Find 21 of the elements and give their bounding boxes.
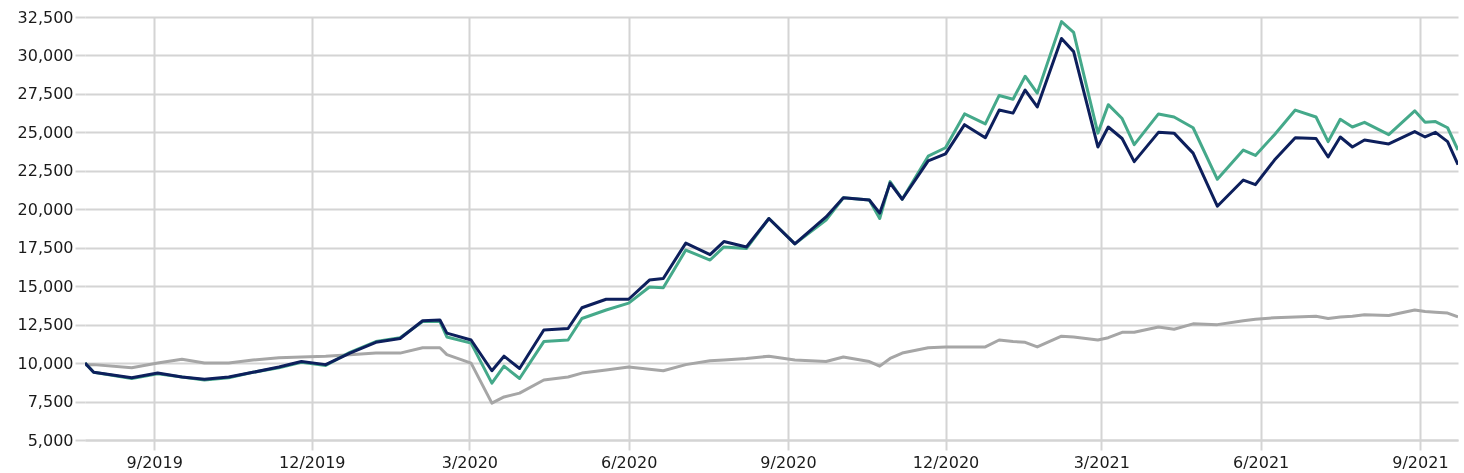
x-tick-label: 6/2020: [601, 452, 658, 472]
y-tick-label: 17,500: [17, 238, 74, 258]
x-tick-label: 9/2020: [760, 452, 817, 472]
y-tick-label: 27,500: [17, 84, 74, 104]
y-tick-label: 5,000: [27, 430, 74, 450]
y-tick-label: 15,000: [17, 276, 74, 296]
x-tick-label: 9/2019: [126, 452, 183, 472]
y-tick-label: 25,000: [17, 122, 74, 142]
y-tick-label: 22,500: [17, 161, 74, 181]
x-tick-label: 12/2020: [912, 452, 980, 472]
y-tick-label: 12,500: [17, 315, 74, 335]
y-tick-label: 10,000: [17, 353, 74, 373]
x-tick-label: 6/2021: [1232, 452, 1290, 472]
x-tick-label: 3/2021: [1073, 452, 1130, 472]
x-tick-label: 9/2021: [1392, 452, 1449, 472]
x-tick-label: 12/2019: [279, 452, 346, 472]
x-tick-label: 3/2020: [441, 452, 499, 472]
y-tick-label: 7,500: [27, 392, 74, 412]
y-tick-label: 20,000: [17, 199, 74, 219]
y-tick-label: 32,500: [17, 7, 74, 27]
y-tick-label: 30,000: [17, 45, 74, 65]
